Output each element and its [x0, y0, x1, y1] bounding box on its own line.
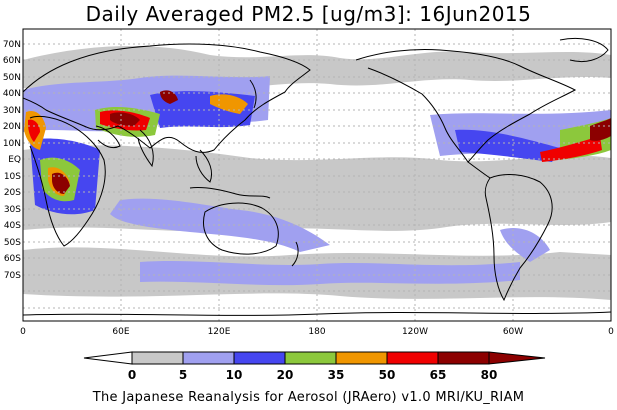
- coast-nz: [291, 241, 299, 267]
- lon-label: 60E: [112, 327, 129, 337]
- coast-europe-asia: [23, 43, 311, 153]
- coast-india: [137, 129, 154, 168]
- coast-arabia: [95, 125, 121, 149]
- colorbar-label: 10: [226, 368, 243, 382]
- coast-north-america: [355, 49, 577, 163]
- lat-label: 40N: [3, 89, 21, 99]
- lat-label: 50S: [4, 238, 21, 248]
- coast-south-america: [484, 174, 553, 302]
- lon-label: 180: [308, 327, 325, 337]
- lat-label: 20S: [4, 188, 21, 198]
- colorbar-arrow-high: [488, 351, 546, 365]
- field-lightblue-3: [140, 261, 520, 286]
- map-panel: [22, 28, 612, 322]
- field-red-2: [28, 119, 40, 142]
- lat-label: 70S: [4, 271, 21, 281]
- colorbar-label: 35: [328, 368, 345, 382]
- lat-label: 10S: [4, 172, 21, 182]
- coast-africa: [29, 115, 106, 247]
- colorbar-label: 50: [379, 368, 396, 382]
- field-darkred-3: [160, 90, 178, 104]
- coast-indonesia: [189, 187, 271, 199]
- colorbar-label: 20: [277, 368, 294, 382]
- lat-label: 40S: [4, 221, 21, 231]
- pm25-field: [23, 45, 611, 300]
- colorbar-label: 5: [179, 368, 187, 382]
- lat-label: 20N: [3, 122, 21, 132]
- colorbar: 0 5 10 20 35 50 65 80: [83, 351, 546, 382]
- coast-japan: [249, 79, 257, 109]
- coastlines: [23, 37, 611, 316]
- lon-label: 60W: [503, 327, 523, 337]
- lat-label: 50N: [3, 73, 21, 83]
- field-darkred-1: [52, 172, 70, 194]
- lon-axis: 0 60E 120E 180 120W 60W 0: [20, 327, 614, 337]
- field-red-3: [540, 136, 602, 162]
- colorbar-bin: [182, 351, 235, 365]
- lat-label: 60S: [4, 254, 21, 264]
- lon-label: 0: [608, 327, 614, 337]
- lat-label: 60N: [3, 56, 21, 66]
- lon-label: 120E: [208, 327, 231, 337]
- lat-label: EQ: [8, 155, 21, 165]
- coast-antarctica: [23, 311, 611, 316]
- lat-label: 70N: [3, 40, 21, 50]
- field-blue-atlantic: [455, 129, 560, 162]
- map-frame: [22, 28, 612, 322]
- lon-label: 120W: [402, 327, 428, 337]
- colorbar-arrow-low: [83, 351, 133, 365]
- colorbar-bin: [335, 351, 388, 365]
- field-darkred-2: [110, 112, 140, 126]
- colorbar-bin: [233, 351, 286, 365]
- lat-label: 10N: [3, 139, 21, 149]
- colorbar-label: 80: [481, 368, 498, 382]
- coast-greenland: [559, 37, 609, 63]
- map-subtitle: The Japanese Reanalysis for Aerosol (JRA…: [92, 390, 525, 405]
- field-lightblue-5: [500, 228, 550, 262]
- lat-label: 30N: [3, 106, 21, 116]
- graticule: [23, 29, 611, 321]
- colorbar-bin: [437, 351, 490, 365]
- coast-australia: [203, 202, 279, 255]
- colorbar-bin: [386, 351, 439, 365]
- map-title: Daily Averaged PM2.5 [ug/m3]: 16Jun2015: [85, 2, 532, 26]
- field-darkred-4: [590, 118, 611, 141]
- colorbar-label: 0: [128, 368, 136, 382]
- lat-axis: 70N 60N 50N 40N 30N 20N 10N EQ 10S 20S 3…: [3, 40, 21, 281]
- lat-label: 30S: [4, 205, 21, 215]
- colorbar-bin: [131, 351, 184, 365]
- colorbar-bin: [284, 351, 337, 365]
- coast-se-asia: [195, 149, 213, 183]
- coast-central-america: [467, 161, 491, 179]
- colorbar-label: 65: [430, 368, 447, 382]
- lon-label: 0: [20, 327, 26, 337]
